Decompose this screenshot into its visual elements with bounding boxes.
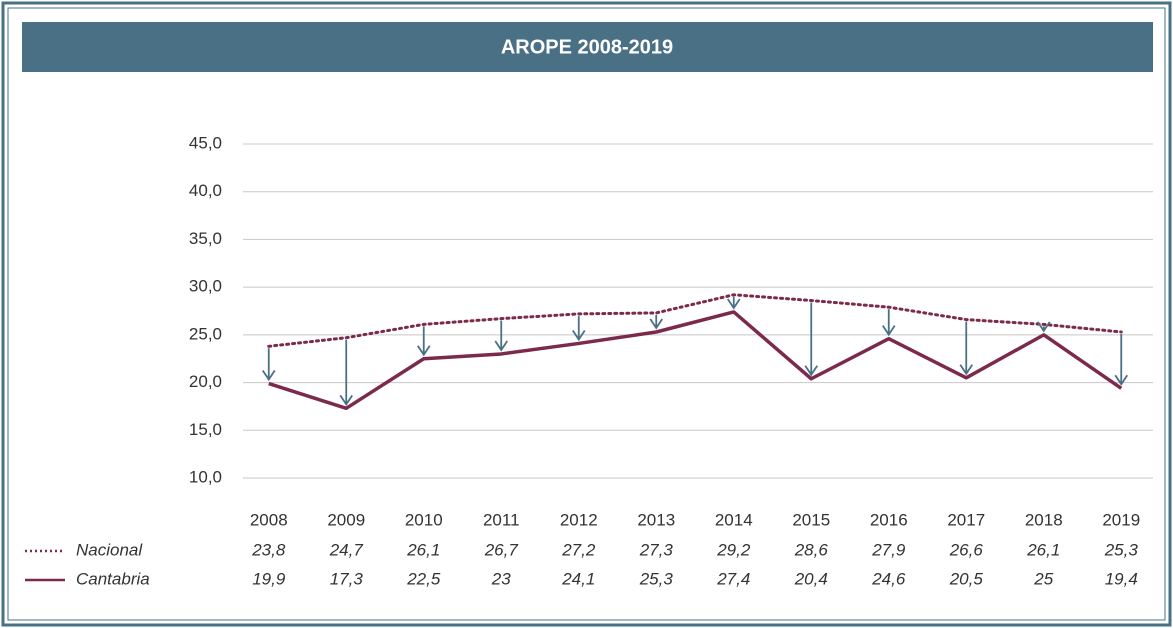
arrow — [262, 348, 276, 382]
arrow — [339, 339, 353, 406]
y-tick-label: 35,0 — [189, 229, 222, 248]
arrow — [572, 315, 586, 342]
y-tick-label: 25,0 — [189, 324, 222, 343]
value-label: 26,1 — [1026, 540, 1060, 559]
line-1 — [268, 310, 1123, 411]
arrow — [804, 302, 818, 377]
value-label: 27,2 — [561, 540, 596, 559]
value-label: 23,8 — [251, 540, 286, 559]
line-0 — [267, 293, 1123, 348]
value-label: 24,1 — [561, 569, 595, 588]
value-label: 26,6 — [949, 540, 984, 559]
value-label: 28,6 — [794, 540, 829, 559]
value-label: 24,7 — [329, 540, 364, 559]
x-tick-label: 2013 — [637, 510, 675, 529]
x-tick-label: 2019 — [1102, 510, 1140, 529]
value-label: 25,3 — [639, 569, 674, 588]
legend-label: Nacional — [76, 540, 143, 559]
arrow — [494, 320, 508, 352]
value-label: 25 — [1033, 569, 1053, 588]
value-label: 19,4 — [1105, 569, 1138, 588]
value-label: 26,7 — [484, 540, 519, 559]
chart-title: AROPE 2008-2019 — [501, 36, 673, 58]
arrow — [882, 309, 896, 337]
arrow — [417, 326, 431, 357]
title-bar — [22, 22, 1153, 72]
legend-label: Cantabria — [76, 569, 150, 588]
arrow — [1114, 333, 1128, 386]
value-label: 27,3 — [639, 540, 674, 559]
x-tick-label: 2010 — [405, 510, 443, 529]
y-tick-label: 30,0 — [189, 277, 222, 296]
x-tick-label: 2015 — [792, 510, 830, 529]
value-label: 19,9 — [252, 569, 286, 588]
value-label: 17,3 — [330, 569, 364, 588]
y-tick-label: 10,0 — [189, 467, 222, 486]
x-tick-label: 2008 — [250, 510, 288, 529]
y-tick-label: 45,0 — [189, 133, 222, 152]
x-tick-label: 2012 — [560, 510, 598, 529]
y-tick-label: 15,0 — [189, 420, 222, 439]
value-label: 22,5 — [406, 569, 441, 588]
value-label: 29,2 — [716, 540, 751, 559]
x-tick-label: 2017 — [947, 510, 985, 529]
arrow — [959, 321, 973, 376]
x-tick-label: 2014 — [715, 510, 753, 529]
value-label: 26,1 — [406, 540, 440, 559]
value-label: 20,5 — [949, 569, 984, 588]
y-tick-label: 20,0 — [189, 372, 222, 391]
arrow — [1037, 321, 1051, 333]
x-tick-label: 2011 — [483, 510, 520, 529]
y-tick-label: 40,0 — [189, 181, 222, 200]
value-label: 27,9 — [871, 540, 906, 559]
value-label: 25,3 — [1104, 540, 1139, 559]
x-tick-label: 2018 — [1025, 510, 1063, 529]
value-label: 23 — [491, 569, 511, 588]
value-label: 24,6 — [871, 569, 906, 588]
value-label: 20,4 — [794, 569, 828, 588]
arrow — [649, 314, 663, 330]
x-tick-label: 2016 — [870, 510, 908, 529]
frame-inner — [7, 7, 1166, 621]
x-tick-label: 2009 — [327, 510, 365, 529]
value-label: 27,4 — [716, 569, 750, 588]
arrow — [727, 296, 741, 310]
